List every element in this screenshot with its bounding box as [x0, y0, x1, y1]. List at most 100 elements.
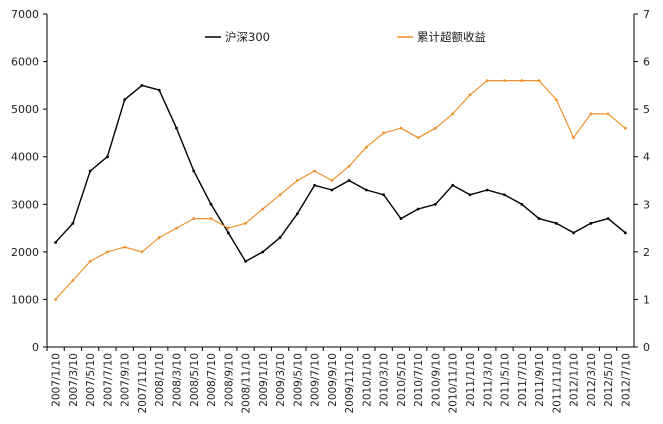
data-point — [347, 179, 351, 182]
right-y-tick-label: 0 — [643, 341, 650, 354]
series-layer — [54, 79, 627, 301]
left-y-tick-label: 7000 — [11, 8, 39, 21]
data-point — [485, 79, 489, 82]
left-y-tick-label: 2000 — [11, 246, 39, 259]
data-point — [399, 217, 403, 220]
data-point — [537, 79, 541, 82]
data-point — [468, 193, 472, 197]
x-tick-label: 2008/3/10 — [171, 353, 183, 407]
data-point — [520, 79, 524, 82]
data-point — [572, 136, 575, 140]
data-point — [451, 112, 455, 116]
data-point — [244, 221, 247, 225]
right-y-tick-label: 3 — [643, 198, 650, 211]
data-point — [503, 193, 506, 197]
data-point — [347, 164, 351, 168]
right-y-tick-label: 2 — [643, 246, 650, 259]
data-point — [330, 188, 334, 192]
data-point — [623, 126, 627, 130]
left-y-tick-label: 4000 — [11, 151, 39, 164]
data-point — [88, 169, 92, 173]
data-point — [416, 207, 420, 211]
x-tick-label: 2011/1/10 — [465, 353, 477, 407]
x-tick-label: 2008/9/10 — [223, 353, 235, 407]
data-point — [451, 183, 455, 187]
data-point — [468, 93, 472, 97]
data-point — [192, 217, 196, 220]
data-point — [399, 126, 403, 130]
x-tick-label: 2010/3/10 — [379, 353, 391, 407]
x-tick-label: 2010/1/10 — [361, 353, 373, 407]
data-point — [157, 88, 161, 92]
data-point — [572, 231, 575, 235]
data-point — [520, 202, 524, 206]
data-point — [71, 221, 75, 225]
x-tick-label: 2007/5/10 — [85, 353, 97, 407]
data-point — [209, 217, 213, 220]
data-point — [261, 207, 265, 211]
data-point — [313, 169, 317, 173]
x-tick-label: 2012/5/10 — [603, 353, 615, 407]
data-point — [313, 183, 317, 187]
x-tick-label: 2012/1/10 — [569, 353, 581, 407]
x-tick-label: 2008/7/10 — [206, 353, 218, 407]
data-point — [416, 136, 420, 140]
data-point — [157, 236, 161, 239]
data-point — [140, 250, 144, 254]
x-tick-label: 2008/11/10 — [241, 353, 253, 414]
x-tick-label: 2009/3/10 — [275, 353, 287, 407]
data-point — [226, 231, 230, 235]
left-y-tick-label: 0 — [32, 341, 39, 354]
right-y-tick-label: 1 — [643, 293, 650, 306]
data-point — [382, 193, 386, 197]
data-point — [364, 145, 368, 149]
data-point — [88, 259, 92, 263]
data-point — [434, 126, 437, 130]
x-tick-label: 2010/9/10 — [430, 353, 442, 407]
x-tick-label: 2008/1/10 — [154, 353, 166, 407]
data-point — [123, 98, 127, 102]
data-point — [382, 131, 386, 135]
x-tick-label: 2012/7/10 — [620, 353, 632, 407]
x-tick-label: 2009/7/10 — [310, 353, 322, 407]
x-tick-label: 2009/11/10 — [344, 353, 356, 414]
data-point — [295, 179, 299, 182]
data-point — [192, 169, 196, 173]
data-point — [175, 126, 178, 130]
left-y-tick-label: 6000 — [11, 56, 39, 69]
x-tick-label: 2011/9/10 — [534, 353, 546, 407]
left-y-tick-label: 5000 — [11, 103, 39, 116]
data-point — [106, 155, 109, 159]
series-line-csi300 — [55, 84, 626, 263]
legend-label: 累计超额收益 — [417, 30, 486, 44]
data-point — [554, 98, 558, 102]
x-tick-label: 2011/7/10 — [517, 353, 529, 407]
data-point — [226, 226, 230, 230]
x-tick-label: 2011/11/10 — [551, 353, 563, 414]
data-point — [278, 193, 282, 197]
left-y-tick-label: 1000 — [11, 293, 39, 306]
data-point — [589, 112, 593, 116]
data-point — [261, 250, 265, 254]
x-tick-label: 2008/5/10 — [189, 353, 201, 407]
data-point — [106, 250, 109, 254]
data-point — [503, 79, 506, 82]
data-point — [485, 188, 489, 192]
data-point — [175, 226, 178, 230]
legend: 沪深300 累计超额收益 — [205, 30, 486, 44]
data-point — [330, 179, 334, 182]
data-point — [54, 240, 58, 244]
x-tick-label: 2009/9/10 — [327, 353, 339, 407]
data-point — [606, 217, 610, 220]
data-point — [209, 202, 213, 206]
x-tick-label: 2011/5/10 — [500, 353, 512, 407]
data-point — [606, 112, 610, 116]
right-y-tick-label: 5 — [643, 103, 650, 116]
x-tick-label: 2011/3/10 — [482, 353, 494, 407]
right-y-tick-label: 7 — [643, 8, 650, 21]
data-point — [278, 236, 282, 239]
x-tick-label: 2012/3/10 — [586, 353, 598, 407]
x-tick-label: 2007/1/10 — [51, 353, 63, 407]
left-y-tick-label: 3000 — [11, 198, 39, 211]
